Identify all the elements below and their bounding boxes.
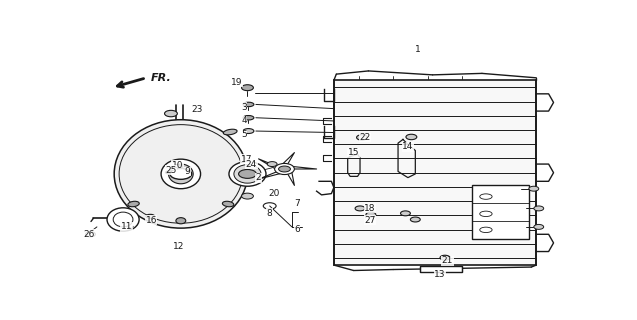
Ellipse shape [176,218,186,224]
Circle shape [529,186,539,191]
Text: 9: 9 [184,167,190,176]
Circle shape [170,169,192,179]
Circle shape [241,193,254,199]
Circle shape [164,110,177,117]
Circle shape [241,85,254,91]
Circle shape [239,170,256,178]
Ellipse shape [193,154,228,172]
Text: 27: 27 [364,216,376,225]
Text: 2: 2 [255,173,261,182]
Ellipse shape [161,159,201,189]
Text: 8: 8 [267,209,273,218]
Ellipse shape [114,120,248,228]
Text: FR.: FR. [151,73,172,83]
Circle shape [278,166,290,172]
Circle shape [406,134,417,140]
Circle shape [534,206,544,211]
Ellipse shape [229,162,266,186]
Circle shape [440,255,450,260]
Text: 24: 24 [246,160,257,169]
Text: 20: 20 [268,189,280,198]
Text: 23: 23 [192,105,203,114]
Text: 5: 5 [241,130,247,139]
Text: 7: 7 [294,199,300,208]
Text: 16: 16 [145,216,157,225]
Text: 15: 15 [348,148,359,157]
Text: 22: 22 [359,133,371,142]
Ellipse shape [182,171,189,174]
Ellipse shape [128,201,140,207]
Ellipse shape [243,102,254,107]
Circle shape [355,206,365,211]
Ellipse shape [174,165,183,168]
Text: 17: 17 [241,155,252,164]
Ellipse shape [234,165,261,183]
Bar [472,185,529,239]
Ellipse shape [129,133,233,215]
Bar [420,266,462,273]
Text: 3: 3 [241,103,247,112]
Circle shape [534,224,544,229]
Text: 13: 13 [434,270,446,279]
Text: 10: 10 [171,161,183,170]
Ellipse shape [169,185,193,207]
Text: 11: 11 [121,222,132,231]
Text: 18: 18 [364,204,376,213]
Ellipse shape [222,201,234,207]
Ellipse shape [224,129,237,135]
Text: 4: 4 [241,116,247,125]
Text: 21: 21 [441,256,453,265]
Text: 25: 25 [165,166,176,175]
Circle shape [410,217,420,222]
Ellipse shape [129,157,173,169]
Ellipse shape [166,171,175,174]
Text: 19: 19 [231,78,242,87]
Ellipse shape [275,164,294,174]
Ellipse shape [243,129,254,133]
Text: 14: 14 [402,142,413,151]
Ellipse shape [107,208,139,231]
Circle shape [268,162,277,166]
Text: 6: 6 [294,225,300,234]
Circle shape [401,211,410,216]
Text: 26: 26 [84,230,95,239]
Text: 1: 1 [415,45,420,54]
Circle shape [357,135,368,140]
Ellipse shape [243,116,254,120]
Circle shape [366,212,376,217]
Ellipse shape [146,214,155,218]
Bar [334,80,536,265]
Ellipse shape [168,164,193,184]
Text: 12: 12 [173,242,184,251]
